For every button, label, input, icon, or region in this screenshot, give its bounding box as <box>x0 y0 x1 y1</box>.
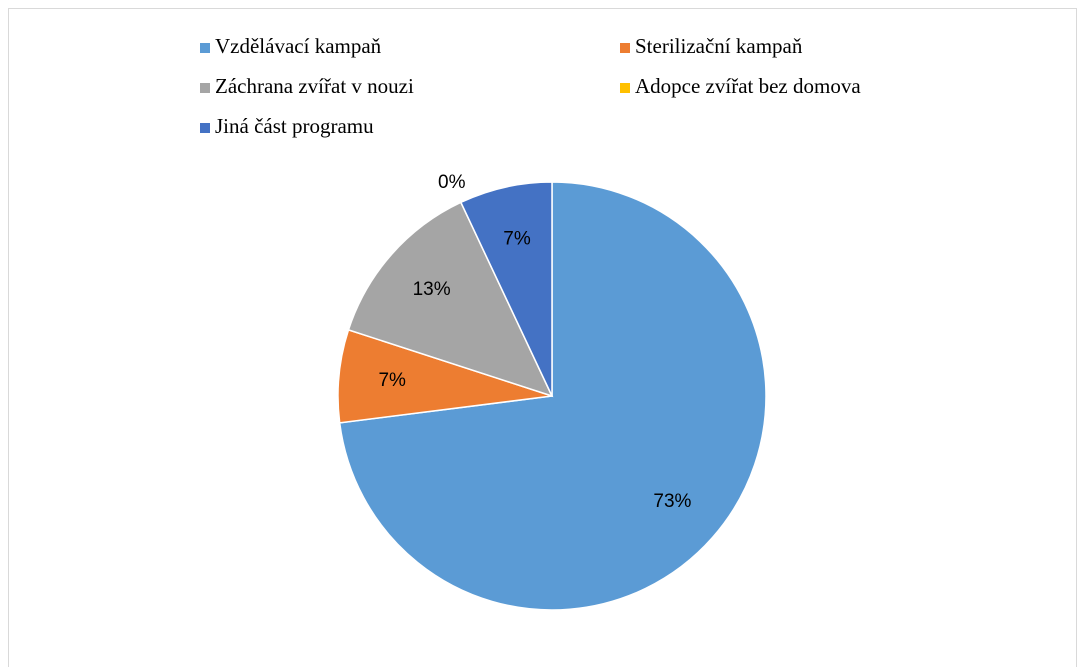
legend-marker <box>200 43 210 53</box>
data-label: 7% <box>378 370 406 391</box>
legend-label: Vzdělávací kampaň <box>215 34 382 58</box>
legend-label: Záchrana zvířat v nouzi <box>215 74 414 98</box>
data-label: 73% <box>653 491 691 512</box>
legend-marker <box>620 83 630 93</box>
legend-label: Sterilizační kampaň <box>635 34 803 58</box>
legend-label: Adopce zvířat bez domova <box>635 74 861 98</box>
data-label: 0% <box>438 172 466 193</box>
data-label: 13% <box>413 279 451 300</box>
pie-slice <box>338 181 767 611</box>
legend-marker <box>620 43 630 53</box>
legend-label: Jiná část programu <box>215 114 374 138</box>
legend-marker <box>200 83 210 93</box>
pie-slice <box>459 181 553 397</box>
pie-slice <box>347 201 554 398</box>
legend-marker <box>200 123 210 133</box>
data-label: 7% <box>503 228 531 249</box>
